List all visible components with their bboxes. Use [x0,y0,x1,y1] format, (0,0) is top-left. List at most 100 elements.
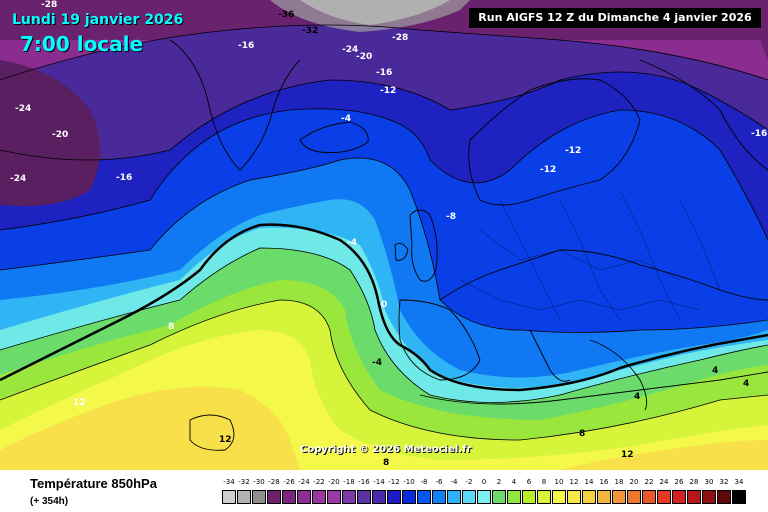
scale-label: -28 [268,478,280,486]
scale-label: -34 [223,478,235,486]
scale-swatch [537,490,551,504]
contour-label: -20 [52,130,68,140]
scale-swatch [327,490,341,504]
scale-swatch [387,490,401,504]
scale-swatch [717,490,731,504]
scale-label: 14 [584,478,594,486]
footer-bar: Température 850hPa (+ 354h) -34 -32 -30 -28… [0,470,768,512]
contour-label: 8 [168,322,174,332]
scale-swatch [522,490,536,504]
scale-swatch [612,490,626,504]
contour-label: -28 [392,33,408,43]
contour-label: 12 [621,450,634,460]
zero-isotherm [0,223,768,392]
scale-label: -12 [388,478,400,486]
contour-label: 4 [743,379,749,389]
scale-label: -20 [328,478,340,486]
contour-label: -8 [446,212,456,222]
contour-label: 12 [219,435,232,445]
scale-label: -24 [298,478,310,486]
scale-label: -22 [313,478,325,486]
scale-label: -26 [283,478,295,486]
color-scale-labels: -34 -32 -30 -28 -26 -24 -22 -20 -18 -16 -14 -12 -10-… [222,478,752,490]
color-scale: -34 -32 -30 -28 -26 -24 -22 -20 -18 -16 -14 -12 -10-… [222,478,752,508]
contour-label: -16 [238,41,254,51]
scale-swatch [312,490,326,504]
scale-swatch [357,490,371,504]
scale-swatch [507,490,521,504]
scale-label: 20 [629,478,639,486]
scale-swatch [657,490,671,504]
variable-title: Température 850hPa [30,476,157,491]
lead-time: (+ 354h) [30,496,69,507]
borders [459,189,721,321]
scale-swatch [417,490,431,504]
scale-swatch [582,490,596,504]
scale-swatch [732,490,746,504]
scale-swatch [267,490,281,504]
contour-label: -24 [342,45,358,55]
scale-swatch [477,490,491,504]
scale-swatch [237,490,251,504]
scale-swatch [462,490,476,504]
scale-swatch [447,490,461,504]
scale-label: 12 [569,478,579,486]
scale-label: -30 [253,478,265,486]
contour-label: -16 [116,173,132,183]
scale-swatch [627,490,641,504]
scale-swatch [297,490,311,504]
forecast-date: Lundi 19 janvier 2026 [12,12,184,28]
scale-swatch [552,490,566,504]
scale-label: 2 [496,478,502,486]
contour-label: -24 [15,104,31,114]
scale-label: 28 [689,478,699,486]
scale-label: -32 [238,478,250,486]
band-west-purple [0,60,100,206]
scale-swatch [432,490,446,504]
contour-label: -16 [751,129,767,139]
scale-swatch [372,490,386,504]
contour-label: -28 [41,0,57,10]
contour-label: -4 [347,238,357,248]
scale-label: -16 [358,478,370,486]
contour-label: -4 [341,114,351,124]
contour-label: 0 [381,300,387,310]
contour-label: 4 [634,392,640,402]
band-ice-gray [270,0,470,32]
contour-label: 8 [579,429,585,439]
run-info-banner: Run AIGFS 12 Z du Dimanche 4 janvier 202… [469,8,761,28]
scale-label: -10 [403,478,415,486]
scale-swatch [642,490,656,504]
scale-label: -4 [450,478,458,486]
contour-label: -16 [376,68,392,78]
scale-label: 32 [719,478,729,486]
scale-swatch [402,490,416,504]
contour-label: -36 [278,10,294,20]
color-scale-boxes [222,490,752,504]
scale-swatch [342,490,356,504]
contour-label: -12 [380,86,396,96]
copyright-notice: Copyright © 2026 Meteociel.fr [300,444,472,455]
contour-label: -12 [565,146,581,156]
scale-label: 4 [511,478,517,486]
scale-label: -8 [420,478,428,486]
band-gold-east [560,440,768,470]
scale-label: -6 [435,478,443,486]
contour-label: 4 [712,366,718,376]
scale-swatch [492,490,506,504]
coastlines [169,39,768,451]
contour-label: -20 [356,52,372,62]
scale-label: 26 [674,478,684,486]
scale-label: 10 [554,478,564,486]
scale-label: 22 [644,478,654,486]
scale-label: 18 [614,478,624,486]
scale-label: 16 [599,478,609,486]
scale-swatch [252,490,266,504]
scale-swatch [222,490,236,504]
scale-swatch [567,490,581,504]
scale-label: 6 [526,478,532,486]
contour-label: -4 [372,358,382,368]
forecast-time: 7:00 locale [20,32,144,56]
scale-label: -14 [373,478,385,486]
scale-label: 0 [481,478,487,486]
